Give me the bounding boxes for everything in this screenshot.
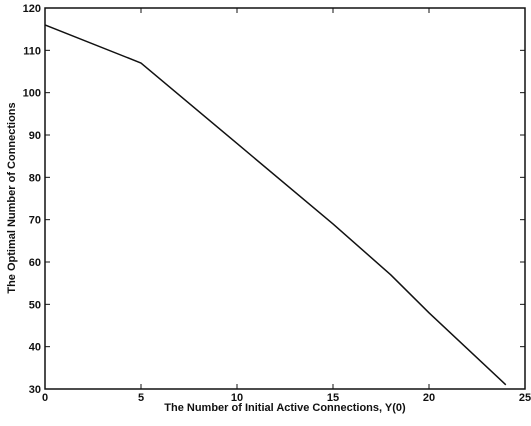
- series-line: [44, 24, 507, 386]
- y-axis-ticks: 30 40 50 60 70 80 90 100 110 120: [23, 3, 525, 396]
- y-tick-label: 100: [23, 88, 41, 100]
- y-axis-label: The Optimal Number of Connections: [6, 102, 18, 293]
- y-tick-label: 110: [23, 45, 41, 57]
- y-tick-label: 70: [29, 215, 41, 227]
- y-tick-label: 60: [29, 257, 41, 269]
- y-tick-label: 40: [29, 342, 41, 354]
- plot-frame: [44, 7, 526, 390]
- y-tick-label: 80: [29, 172, 41, 184]
- x-tick-label: 20: [423, 392, 435, 404]
- series-layer: [44, 24, 507, 386]
- y-tick-label: 90: [29, 130, 41, 142]
- x-tick-label: 10: [231, 392, 243, 404]
- y-tick-label: 50: [29, 299, 41, 311]
- y-tick-label: 30: [29, 384, 41, 396]
- x-axis-label: The Number of Initial Active Connections…: [164, 402, 406, 414]
- x-axis-ticks: 0 5 10 15 20 25: [42, 8, 531, 404]
- x-tick-label: 5: [138, 392, 144, 404]
- x-tick-label: 0: [42, 392, 48, 404]
- x-tick-label: 25: [519, 392, 531, 404]
- x-tick-label: 15: [327, 392, 339, 404]
- y-tick-label: 120: [23, 3, 41, 15]
